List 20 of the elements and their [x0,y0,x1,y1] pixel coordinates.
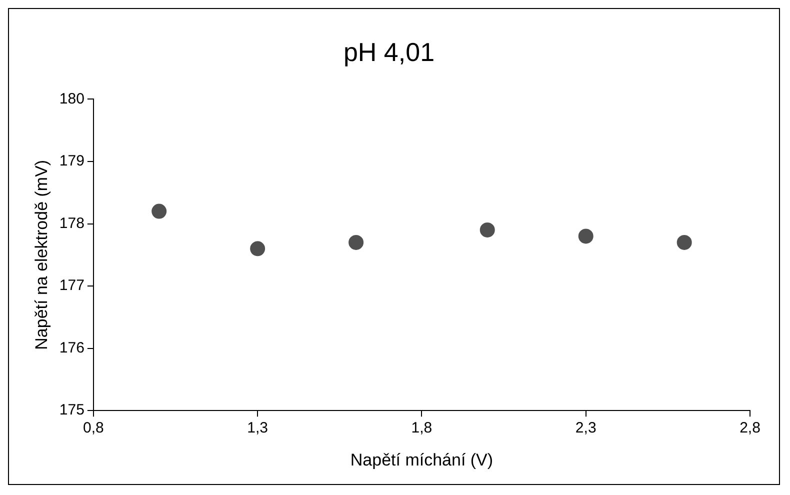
x-tick-label: 1,3 [247,420,268,437]
y-tick-label: 177 [59,277,84,294]
point [152,204,167,219]
x-tick-label: 2,3 [575,420,596,437]
y-tick-label: 176 [59,339,84,356]
x-tick-label: 2,8 [740,420,760,437]
x-tick-label: 1,8 [411,420,432,437]
x-axis-title: Napětí míchání (V) [350,450,494,470]
y-tick-label: 179 [59,152,84,170]
y-tick-label: 178 [59,214,84,232]
y-axis-title: Napětí na elektrodě (mV) [32,160,51,350]
point [578,228,594,244]
point [250,241,266,256]
point [676,234,692,250]
point [348,234,364,250]
chart-title: pH 4,01 [343,36,435,67]
x-tick-label: 0,8 [82,420,104,437]
y-tick-label: 175 [59,402,84,419]
y-tick-label: 180 [59,90,84,108]
point [480,222,495,238]
